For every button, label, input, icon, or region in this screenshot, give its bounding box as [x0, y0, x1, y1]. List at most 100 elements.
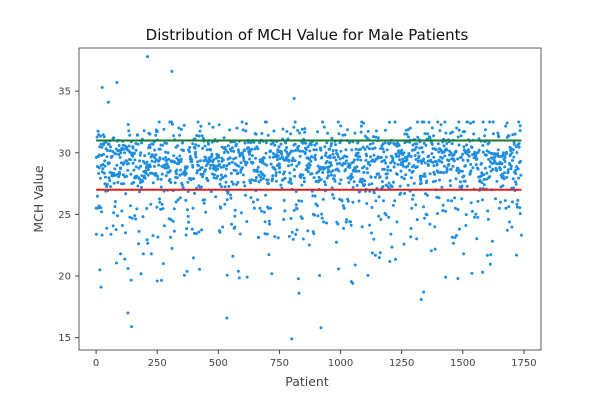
data-point — [268, 155, 272, 159]
data-point — [430, 126, 434, 130]
data-point — [250, 147, 254, 151]
data-point — [313, 213, 316, 217]
data-point — [331, 152, 335, 156]
data-point — [447, 163, 451, 166]
data-point — [388, 260, 392, 263]
data-point — [110, 154, 114, 158]
data-point — [178, 173, 182, 177]
data-point — [300, 183, 304, 187]
data-point — [225, 198, 229, 202]
data-point — [264, 193, 268, 197]
data-point — [432, 164, 436, 168]
data-point — [120, 182, 123, 186]
data-point — [500, 162, 504, 166]
data-point — [406, 164, 410, 168]
data-point — [98, 176, 102, 180]
data-point — [179, 160, 183, 164]
data-point — [225, 164, 229, 168]
data-point — [353, 263, 357, 267]
data-point — [369, 175, 373, 179]
data-point — [253, 147, 257, 151]
data-point — [316, 214, 320, 218]
data-point — [444, 131, 448, 135]
data-point — [326, 174, 330, 178]
y-axis-label: MCH Value — [31, 165, 46, 233]
data-point — [257, 235, 261, 239]
data-point — [404, 173, 408, 177]
data-point — [339, 149, 343, 153]
data-point — [367, 183, 371, 187]
data-point — [460, 184, 464, 188]
data-point — [296, 277, 300, 281]
data-point — [184, 198, 188, 202]
data-point — [436, 142, 440, 146]
data-point — [136, 184, 140, 188]
data-point — [408, 126, 412, 130]
data-point — [300, 127, 304, 131]
data-point — [352, 158, 356, 162]
data-point — [505, 150, 509, 154]
data-point — [448, 179, 452, 183]
data-point — [266, 133, 270, 137]
data-point — [212, 158, 216, 161]
data-point — [362, 165, 366, 169]
data-point — [153, 156, 157, 160]
data-point — [331, 193, 335, 197]
data-point — [226, 150, 230, 154]
data-point — [276, 154, 280, 158]
data-point — [303, 150, 307, 154]
data-point — [512, 186, 516, 190]
data-point — [503, 156, 507, 159]
data-point — [372, 237, 376, 241]
outlier-point — [100, 85, 104, 89]
data-point — [395, 144, 399, 148]
data-point — [308, 149, 312, 153]
outlier-point — [297, 291, 301, 295]
data-point — [162, 224, 166, 228]
data-point — [231, 182, 235, 186]
data-point — [243, 149, 247, 153]
data-point — [222, 151, 226, 154]
data-point — [107, 176, 111, 180]
data-point — [142, 129, 146, 133]
plot-frame — [78, 47, 542, 351]
data-point — [117, 153, 121, 156]
data-point — [466, 159, 470, 163]
data-point — [431, 160, 435, 164]
y-tick-label: 35 — [58, 87, 71, 98]
data-point — [124, 192, 128, 196]
data-point — [445, 168, 449, 172]
data-point — [285, 130, 289, 133]
data-point — [294, 148, 297, 152]
data-point — [159, 177, 163, 181]
data-point — [424, 143, 428, 147]
data-point — [222, 136, 226, 140]
data-point — [105, 155, 109, 159]
data-point — [201, 175, 204, 179]
data-point — [154, 172, 158, 175]
data-point — [282, 218, 286, 221]
data-point — [502, 177, 506, 181]
data-point — [191, 142, 195, 146]
data-point — [382, 167, 386, 171]
data-point — [360, 180, 364, 184]
data-point — [476, 199, 480, 203]
data-point — [290, 230, 294, 234]
data-point — [262, 174, 266, 178]
data-point — [451, 130, 454, 134]
data-point — [320, 155, 324, 159]
data-point — [427, 120, 431, 124]
data-point — [326, 170, 330, 174]
data-point — [102, 135, 106, 139]
data-point — [389, 232, 393, 236]
data-point — [514, 182, 518, 186]
data-point — [396, 163, 400, 166]
data-point — [384, 213, 388, 217]
data-point — [277, 162, 281, 166]
data-point — [196, 160, 200, 164]
data-point — [423, 132, 427, 136]
data-point — [397, 143, 401, 147]
data-point — [319, 178, 323, 182]
data-point — [423, 172, 426, 176]
data-point — [125, 174, 129, 178]
